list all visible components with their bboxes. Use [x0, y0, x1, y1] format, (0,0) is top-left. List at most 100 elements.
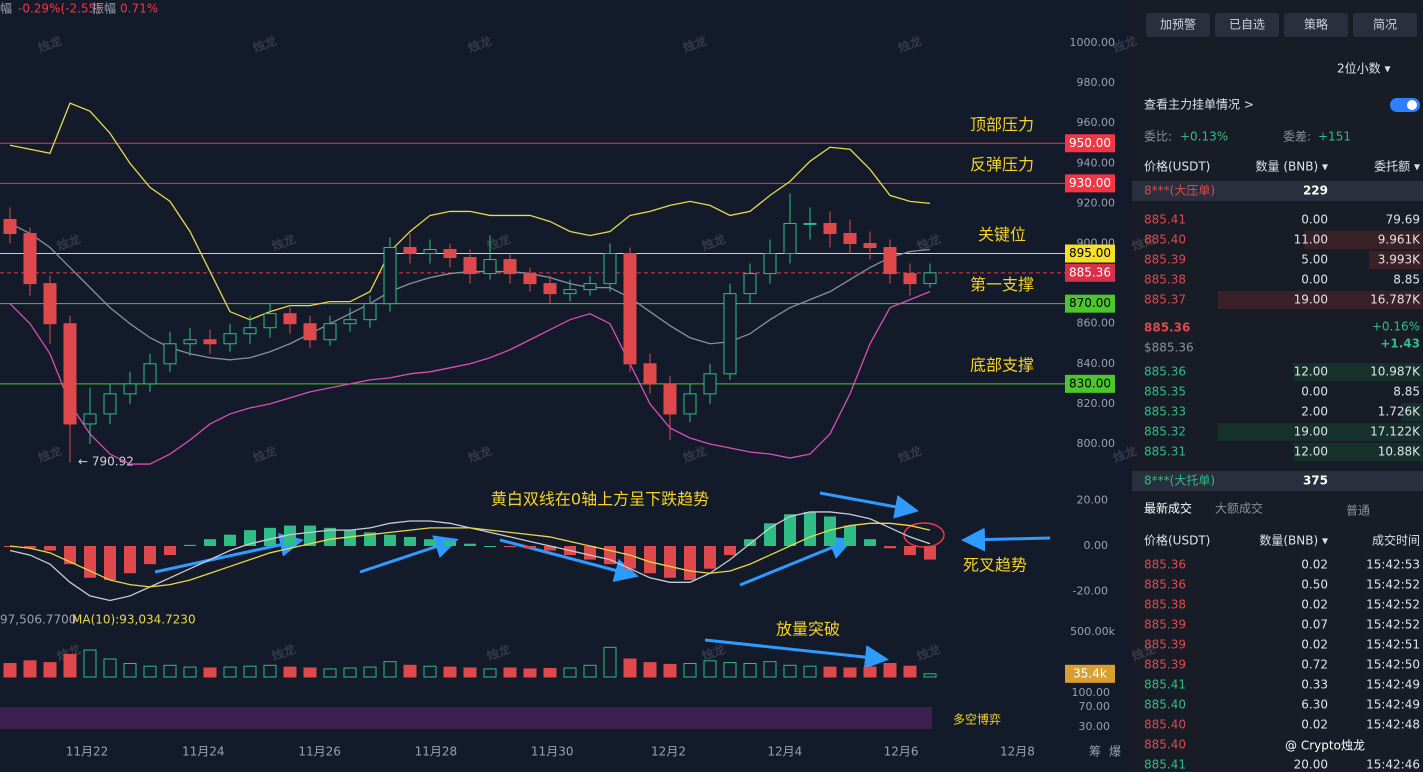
- candle-body: [663, 383, 677, 415]
- candle-body: [603, 253, 617, 285]
- col-head: 价格(USDT): [1144, 159, 1210, 174]
- volume-bar: [883, 663, 897, 678]
- decimals: 2位小数 ▾: [1337, 61, 1390, 76]
- vol-tag: [1065, 664, 1115, 683]
- macd-bar: [904, 546, 916, 556]
- vol-ma: MA(10):93,034.7230: [72, 613, 196, 627]
- macd-tick: 20.00: [1077, 494, 1109, 507]
- candle-body: [403, 247, 417, 255]
- depth-bar: [1401, 403, 1423, 421]
- macd-bar: [684, 546, 696, 581]
- diff: +151: [1318, 130, 1351, 144]
- volume-bar: [343, 667, 357, 678]
- candle-body: [763, 253, 777, 275]
- button[interactable]: [1146, 13, 1210, 37]
- y-tick-label: 820.00: [1077, 397, 1116, 410]
- book-qty: 12.00: [1294, 365, 1328, 379]
- main-orders: 查看主力挂单情况 >: [1144, 98, 1254, 112]
- book-amount: 10.88K: [1378, 445, 1421, 459]
- x-tick-label: 12月2: [651, 745, 686, 759]
- volume-bar: [603, 646, 617, 678]
- volume-bar: [123, 663, 137, 678]
- candle-body: [803, 222, 817, 225]
- trade-qty: 0.33: [1301, 678, 1328, 692]
- candle-body: [23, 232, 37, 285]
- volume-bar: [583, 664, 597, 678]
- trade-time: 15:42:46: [1366, 758, 1420, 772]
- volume-bar: [443, 666, 457, 678]
- book-qty: 0.00: [1301, 273, 1328, 287]
- candle-body: [423, 249, 437, 255]
- book-price: 885.38: [1144, 273, 1186, 287]
- book-qty: 0.00: [1301, 213, 1328, 227]
- price-usd: $885.36: [1144, 341, 1194, 355]
- macd-bar: [824, 516, 836, 546]
- volume-bar: [863, 666, 877, 678]
- col-head: 委托额 ▾: [1374, 160, 1420, 174]
- trade-price: 885.40: [1144, 738, 1186, 752]
- col-head: 成交时间: [1372, 533, 1420, 548]
- trade-price: 885.39: [1144, 618, 1186, 632]
- trade-time: 15:42:52: [1366, 598, 1420, 612]
- volume-bar: [703, 660, 717, 678]
- macd-bar: [604, 546, 616, 565]
- tab[interactable]: 最新成交: [1144, 501, 1192, 516]
- button-label: 已自选: [1229, 18, 1265, 32]
- volume-bar: [903, 665, 917, 678]
- volume-bar: [683, 663, 697, 678]
- macd-bar: [164, 546, 176, 556]
- volume-bar: [823, 666, 837, 678]
- button-label: 简况: [1373, 18, 1397, 32]
- macd-tick: -20.00: [1073, 584, 1108, 597]
- candle-body: [563, 289, 577, 295]
- volume-bar: [103, 658, 117, 678]
- button[interactable]: [1215, 13, 1279, 37]
- level-label: 870.00: [1069, 296, 1111, 310]
- trade-qty: 0.02: [1301, 558, 1328, 572]
- vol-tick: 500.00k: [1070, 625, 1115, 638]
- depth-bar: [1293, 443, 1423, 461]
- y-tick-label: 940.00: [1077, 156, 1116, 169]
- volume-bar: [323, 668, 337, 678]
- volume-bar: [623, 658, 637, 678]
- volume-bar: [63, 654, 77, 678]
- x-tick-label: 11月22: [66, 745, 109, 759]
- volume-bar: [843, 667, 857, 678]
- candle-body: [143, 363, 157, 385]
- tab[interactable]: 大额成交: [1215, 501, 1263, 516]
- candle-body: [63, 323, 77, 425]
- chart-bg: [0, 0, 1132, 772]
- volume-bar: [463, 667, 477, 678]
- osc-tick: 30.00: [1079, 720, 1111, 733]
- book-price: 885.33: [1144, 405, 1186, 419]
- candle-body: [163, 343, 177, 365]
- macd-bar: [584, 546, 596, 560]
- level-text: 第一支撑: [970, 275, 1034, 294]
- volume-bar: [663, 663, 677, 678]
- volume-bar: [163, 664, 177, 678]
- pct: +0.16%: [1372, 320, 1420, 334]
- osc-note: 多空博弈: [953, 712, 1001, 727]
- button[interactable]: [1353, 13, 1417, 37]
- book-amount: 16.787K: [1370, 293, 1421, 307]
- y-tick-label: 860.00: [1077, 317, 1116, 330]
- button[interactable]: [1284, 13, 1348, 37]
- candle-body: [323, 323, 337, 341]
- y-tick-label: 800.00: [1077, 437, 1116, 450]
- x-tick-label: 12月6: [884, 745, 919, 759]
- col-head: 数量(BNB) ▾: [1259, 533, 1328, 548]
- macd-bar: [864, 539, 876, 546]
- trade-time: 15:42:53: [1366, 558, 1420, 572]
- trade-price: 885.39: [1144, 658, 1186, 672]
- osc-tick: 100.00: [1072, 686, 1111, 699]
- volume-bar: [803, 665, 817, 678]
- header-amp: 0.71%: [120, 2, 158, 16]
- macd-bar: [44, 546, 56, 551]
- volume-bar: [83, 649, 97, 678]
- trade-time: 15:42:49: [1366, 678, 1420, 692]
- candle-body: [783, 222, 797, 255]
- big-row: [1132, 471, 1423, 491]
- last-tag: [1065, 263, 1115, 282]
